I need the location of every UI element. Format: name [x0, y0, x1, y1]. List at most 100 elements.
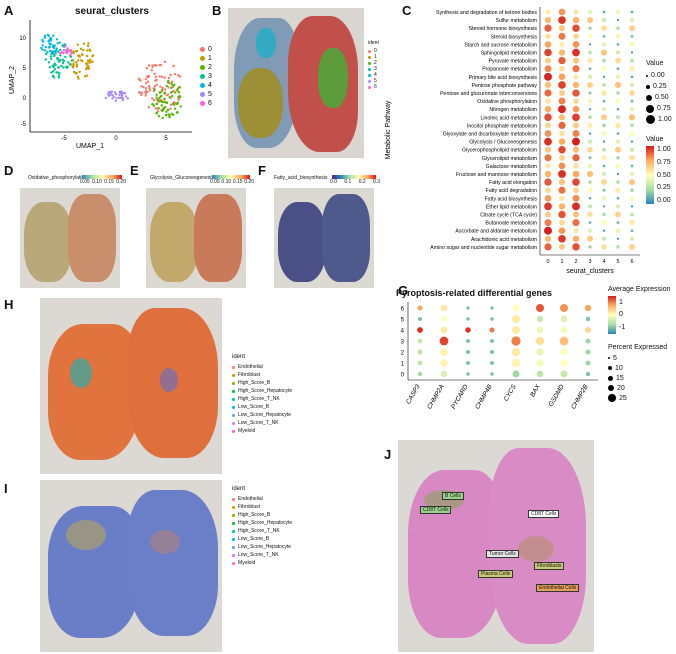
umap-point	[89, 61, 92, 64]
umap-point	[41, 44, 44, 47]
pathway-dot	[616, 43, 620, 46]
pathway-dot	[558, 73, 566, 81]
umap-point	[42, 40, 45, 43]
umap-point	[152, 104, 156, 107]
umap-point	[43, 49, 47, 52]
pyroptosis-row-label: 3	[401, 340, 405, 346]
umap-point	[171, 102, 175, 106]
pathway-dot	[615, 9, 621, 15]
pathway-dot	[573, 33, 579, 40]
pathway-dot	[587, 146, 593, 153]
label-tumor-cells: Tumor Cells	[486, 550, 519, 558]
cluster-tick: 3	[588, 259, 591, 265]
pathway-dot	[558, 121, 566, 130]
pyroptosis-dot	[417, 327, 423, 333]
umap-point	[104, 96, 108, 100]
pathway-dot	[629, 171, 635, 177]
umap-point	[165, 110, 168, 113]
pyroptosis-dot	[490, 317, 494, 321]
umap-point	[155, 112, 159, 115]
pathway-dot	[629, 219, 635, 226]
umap-point	[48, 66, 52, 69]
umap-point	[43, 36, 46, 40]
umap-point	[145, 75, 149, 78]
pathway-dot	[616, 67, 620, 71]
pathway-label: Starch and sucrose metabolism	[464, 42, 537, 48]
pathway-dot	[559, 90, 565, 96]
pathway-dot	[544, 219, 552, 227]
umap-point	[115, 96, 118, 100]
score-map-h	[40, 298, 222, 474]
umap-point	[61, 51, 65, 54]
pathway-dot	[615, 57, 621, 64]
umap-point	[177, 98, 180, 101]
spatial-b-legend: ident 0 1 2 3 4 5 6	[368, 40, 379, 90]
pathway-label: Sulfur metabolism	[495, 18, 537, 24]
umap-point	[74, 50, 78, 53]
panel-i: I ident Endothelial Fibroblast High_Scor…	[0, 474, 340, 654]
umap-point	[81, 59, 84, 63]
pathway-dot	[544, 81, 552, 88]
umap-point	[47, 46, 51, 49]
umap-point	[86, 54, 89, 58]
pathway-dot	[601, 179, 607, 185]
gene-label: CHMP4B	[474, 383, 494, 411]
pathway-dot	[588, 204, 592, 209]
pathway-dot	[616, 245, 620, 249]
umap-point	[121, 98, 125, 102]
pathway-dot	[601, 66, 607, 72]
umap-point	[160, 104, 163, 107]
pathway-dot	[629, 106, 635, 112]
umap-point	[56, 42, 59, 45]
pathway-dot	[572, 219, 580, 227]
umap-point	[160, 94, 163, 98]
pathway-label: Synthesis and degradation of ketone bodi…	[436, 10, 537, 16]
umap-point	[172, 113, 175, 117]
panel-f-label: F	[258, 163, 266, 178]
pathway-dot	[558, 145, 566, 154]
pyroptosis-dot	[440, 315, 448, 323]
pathway-dot	[558, 138, 566, 145]
pathway-dot	[630, 147, 634, 152]
pathway-dot	[615, 33, 621, 39]
umap-point	[91, 60, 94, 64]
annotation-map-j	[398, 440, 594, 652]
pathway-dot	[602, 10, 606, 14]
pyroptosis-dot	[417, 349, 423, 355]
umap-point	[50, 52, 53, 55]
pathway-dot	[588, 221, 592, 225]
pathway-dot	[602, 212, 606, 217]
pathway-dot	[629, 195, 635, 201]
umap-ytick-5: 5	[23, 66, 27, 72]
pathway-label: Oxidative phosphorylation	[477, 99, 537, 105]
umap-point	[66, 65, 69, 68]
pyroptosis-dot	[560, 348, 568, 356]
pathway-dot	[544, 113, 552, 122]
panel-f: F Fatty_acid_biosynthesis 0.0 0.1 0.2 0.3	[254, 160, 384, 290]
umap-point	[87, 66, 90, 69]
pathway-dot	[602, 75, 606, 78]
pathway-label: Ascorbate and aldarate metabolism	[455, 229, 537, 235]
umap-point	[153, 72, 156, 76]
pathway-dot	[544, 202, 552, 211]
pyroptosis-dot	[536, 315, 544, 323]
pathway-label: Steroid biosynthesis	[491, 34, 538, 40]
umap-xtick-m5: -5	[61, 136, 67, 142]
pathway-dot	[558, 162, 566, 170]
pathway-dot	[545, 9, 551, 15]
umap-point	[164, 101, 167, 104]
umap-point	[86, 59, 90, 63]
umap-point	[48, 38, 51, 42]
umap-point	[83, 75, 87, 78]
pathway-dot	[545, 163, 551, 169]
pathway-dot	[572, 89, 580, 97]
umap-point	[126, 97, 129, 100]
pathway-label: Citrate cycle (TCA cycle)	[480, 213, 537, 219]
pathway-dot	[603, 205, 605, 208]
panel-d: D Oxidative_phosphorylation 0.05 0.10 0.15…	[0, 160, 130, 290]
pathway-dot	[630, 140, 634, 143]
pathway-dot	[629, 25, 635, 32]
umap-point	[152, 98, 156, 102]
umap-point	[137, 91, 141, 94]
umap-point	[70, 51, 73, 55]
